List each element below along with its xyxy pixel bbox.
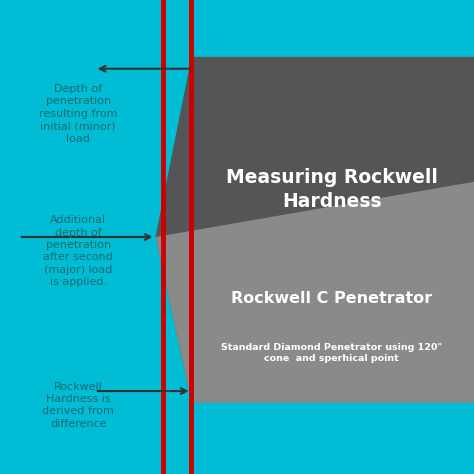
Text: Additional
depth of
penetration
after second
(major) load
is applied.: Additional depth of penetration after se… (43, 215, 113, 287)
Polygon shape (155, 180, 474, 403)
Polygon shape (155, 57, 474, 403)
Text: Standard Diamond Penetrator using 120"
cone  and sperhical point: Standard Diamond Penetrator using 120" c… (221, 343, 442, 363)
Text: Rockwell C Penetrator: Rockwell C Penetrator (231, 291, 432, 306)
Text: Measuring Rockwell
Hardness: Measuring Rockwell Hardness (226, 168, 438, 211)
Text: Rockwell
Hardness is
derived from
difference: Rockwell Hardness is derived from differ… (42, 382, 114, 429)
Text: Depth of
penetration
resulting from
initial (minor)
load: Depth of penetration resulting from init… (39, 84, 118, 144)
